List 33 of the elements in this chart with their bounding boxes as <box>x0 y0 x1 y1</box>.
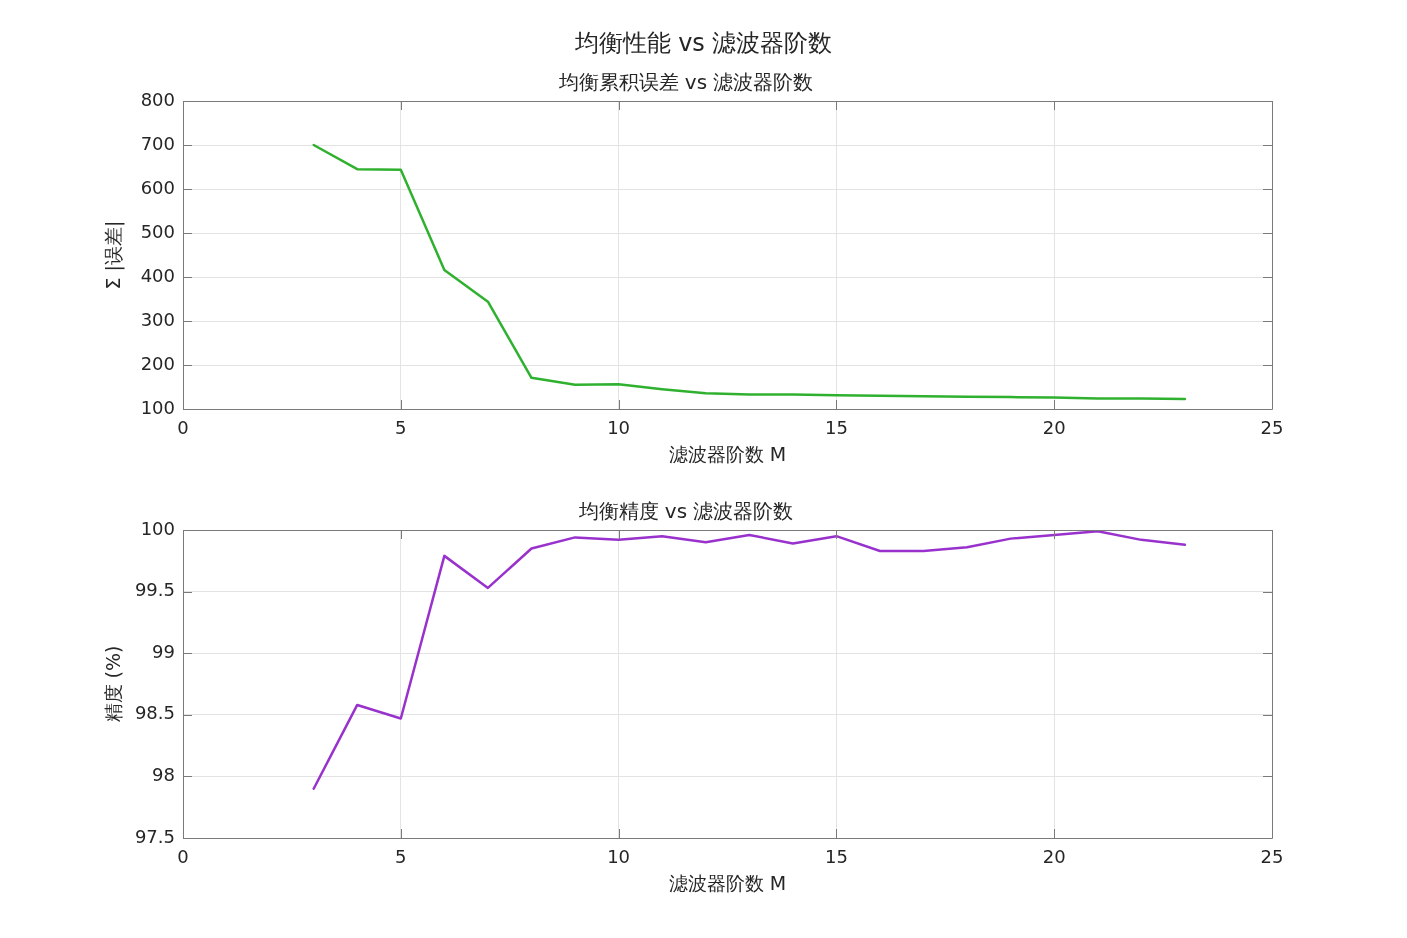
y-tick-label: 100 <box>140 517 175 539</box>
y-tick-label: 800 <box>140 88 175 110</box>
y-tick-label: 200 <box>140 352 175 374</box>
y-tick-label: 99 <box>152 640 175 662</box>
x-tick-label: 20 <box>1042 417 1066 439</box>
x-tick-label: 5 <box>395 417 407 439</box>
x-tick-label: 0 <box>177 417 189 439</box>
y-tick-label: 500 <box>140 220 175 242</box>
x-tick-label: 10 <box>607 417 631 439</box>
y-tick-label: 300 <box>140 308 175 330</box>
chart-title: 均衡精度 vs 滤波器阶数 <box>577 499 794 524</box>
y-tick-label: 98.5 <box>134 702 175 724</box>
x-axis-title: 滤波器阶数 M <box>668 442 787 465</box>
y-tick-label: 400 <box>140 264 175 286</box>
x-tick-label: 15 <box>824 846 848 868</box>
y-tick-label: 600 <box>140 176 175 198</box>
y-tick-label: 700 <box>140 132 175 154</box>
x-tick-label: 10 <box>607 846 631 868</box>
text: 均衡性能 vs 滤波器阶数 <box>574 28 833 59</box>
x-tick-label: 20 <box>1042 846 1066 868</box>
y-axis-title: 精度 (%) <box>102 645 125 723</box>
y-axis-title: Σ |误差| <box>102 220 126 290</box>
x-tick-label: 5 <box>395 846 407 868</box>
x-tick-label: 25 <box>1260 417 1284 439</box>
x-tick-label: 25 <box>1260 846 1284 868</box>
x-axis-title: 滤波器阶数 M <box>668 871 787 894</box>
x-tick-label: 0 <box>177 846 189 868</box>
y-tick-label: 98 <box>152 764 175 786</box>
chart-title: 均衡累积误差 vs 滤波器阶数 <box>557 70 814 95</box>
y-tick-label: 97.5 <box>134 825 175 847</box>
y-tick-label: 99.5 <box>134 579 175 601</box>
y-tick-label: 100 <box>140 396 175 418</box>
x-tick-label: 15 <box>824 417 848 439</box>
